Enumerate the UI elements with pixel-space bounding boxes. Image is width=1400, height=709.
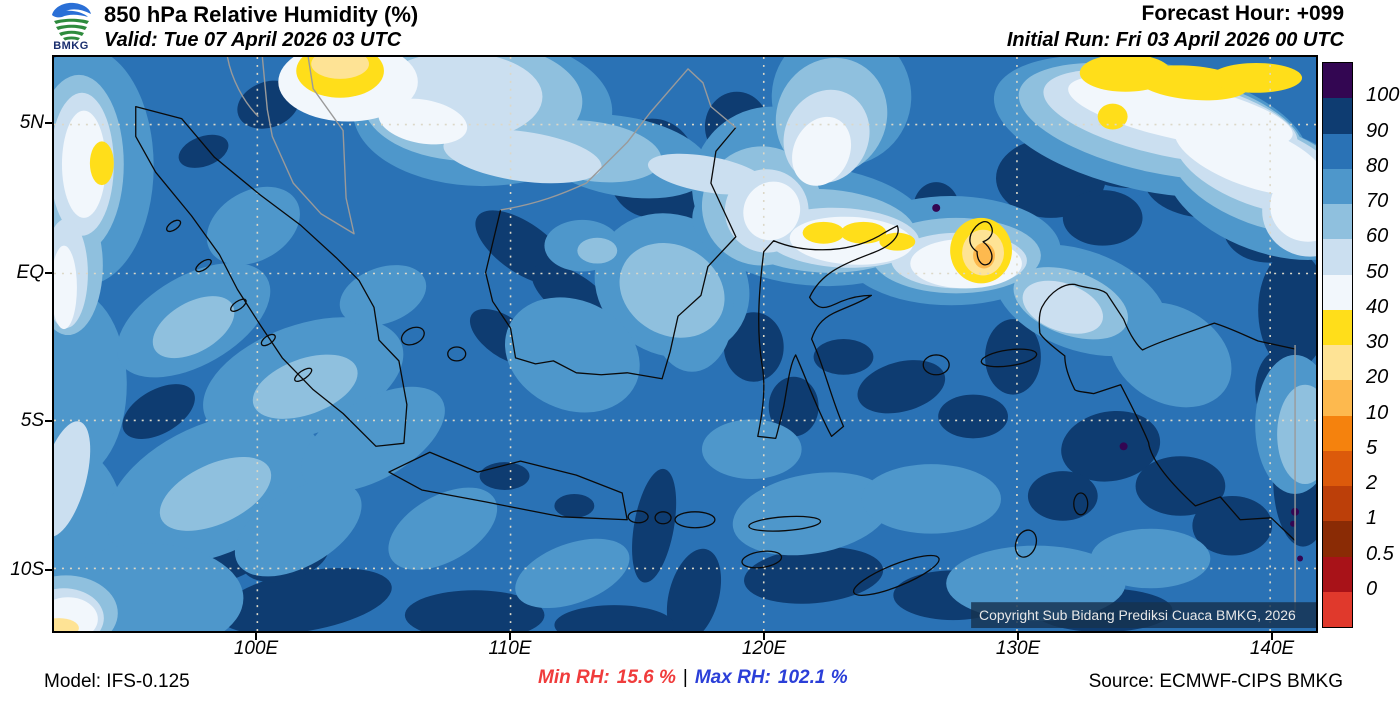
bmkg-logo: BMKG [42,1,100,54]
lon-tick-label: 130E [995,638,1041,659]
coast-sumba [741,550,783,569]
lon-tick-mark [763,633,765,640]
rh-dry-cores [54,57,1004,631]
humidity-field-svg: Copyright Sub Bidang Prediksi Cuaca BMKG… [54,57,1316,631]
min-max-separator: | [682,667,688,688]
coast-sumatra [135,106,408,447]
lat-tick-label: 5N [19,112,44,133]
rh-over-100-specks [932,203,1304,562]
colorbar-segment [1323,380,1352,416]
lat-tick-mark [45,272,53,274]
lon-tick-label: 120E [741,638,787,659]
colorbar-segment [1323,486,1352,522]
colorbar-tick-label: 100 [1366,84,1400,107]
colorbar-tick-label: 90 [1366,119,1389,142]
colorbar-segment [1323,591,1352,627]
lat-tick-label: EQ [16,262,44,283]
colorbar-segment [1323,521,1352,557]
colorbar-tick-label: 60 [1366,225,1389,248]
colorbar-segment [1323,239,1352,275]
colorbar-segment [1323,415,1352,451]
min-rh-value: 15.6 % [616,667,676,688]
initial-run: Initial Run: Fri 03 April 2026 00 UTC [1006,29,1344,51]
colorbar-segment [1323,63,1352,99]
coast-bali [627,510,649,524]
colorbar-segment [1323,309,1352,345]
colorbar-tick-label: 40 [1366,295,1389,318]
colorbar-segment [1323,168,1352,204]
colorbar-segment [1323,133,1352,169]
colorbar-tick-label: 1 [1366,507,1378,530]
coast-java [388,451,628,521]
max-rh-label: Max RH: [694,667,771,688]
model-label: Model: IFS-0.125 [44,671,190,692]
min-rh-label: Min RH: [538,667,610,688]
colorbar-tick-label: 2 [1366,472,1378,494]
colorbar-segment [1323,345,1352,381]
colorbar-tick-label: 20 [1366,366,1389,389]
copyright-box: Copyright Sub Bidang Prediksi Cuaca BMKG… [971,602,1316,629]
valid-time: Valid: Tue 07 April 2026 03 UTC [104,29,402,51]
colorbar-tick-label: 5 [1366,436,1378,459]
colorbar-segment [1323,450,1352,486]
colorbar-segment [1323,204,1352,240]
colorbar-tick-label: 0.5 [1366,542,1394,565]
colorbar-tick-label: 70 [1366,190,1389,212]
colorbar-segment [1323,98,1352,134]
lat-tick-mark [45,122,53,124]
colorbar-segment [1323,556,1352,592]
lon-tick-mark [255,633,257,640]
bmkg-logo-text: BMKG [53,40,89,52]
coast-buru [922,354,950,376]
colorbar-tick-label: 30 [1366,331,1389,353]
lon-tick-mark [1017,633,1019,640]
colorbar-tick-label: 10 [1366,401,1389,424]
lat-tick-label: 10S [10,559,44,580]
max-rh-value: 102.1 % [777,667,848,688]
min-max-rh: Min RH: 15.6 % | Max RH: 102.1 % [538,667,848,689]
lat-tick-mark [45,420,53,422]
coast-kalimantan [484,127,737,380]
copyright-text: Copyright Sub Bidang Prediksi Cuaca BMKG… [979,607,1296,623]
coastlines [135,57,1296,614]
colorbar-segment [1323,274,1352,310]
coast-malay-peninsula [261,57,355,235]
map-title: 850 hPa Relative Humidity (%) [104,2,419,27]
lon-tick-label: 100E [233,638,279,659]
colorbar-tick-label: 50 [1366,260,1389,283]
forecast-hour: Forecast Hour: +099 [1141,2,1345,25]
lon-tick-mark [1271,633,1273,640]
coast-timor [852,554,940,596]
source-label: Source: ECMWF-CIPS BMKG [1088,671,1343,692]
coast-papua [1038,283,1296,542]
lon-tick-label: 140E [1249,638,1295,659]
lat-tick-label: 5S [20,410,44,431]
colorbar-swatches [1322,62,1353,628]
coast-seram [980,348,1038,368]
bmkg-logo-icon [52,2,91,41]
lat-tick-mark [45,569,53,571]
lon-tick-label: 110E [488,638,532,659]
colorbar-tick-label: 80 [1366,154,1389,177]
coast-halmahera [969,221,993,266]
colorbar-tick-label: 0 [1366,577,1378,600]
humidity-map: Copyright Sub Bidang Prediksi Cuaca BMKG… [52,55,1318,633]
lon-tick-mark [509,633,511,640]
coast-flores [748,515,822,532]
coast-borneo-north [500,68,737,211]
coast-sumbawa [674,511,716,529]
coast-sulawesi [757,225,899,439]
